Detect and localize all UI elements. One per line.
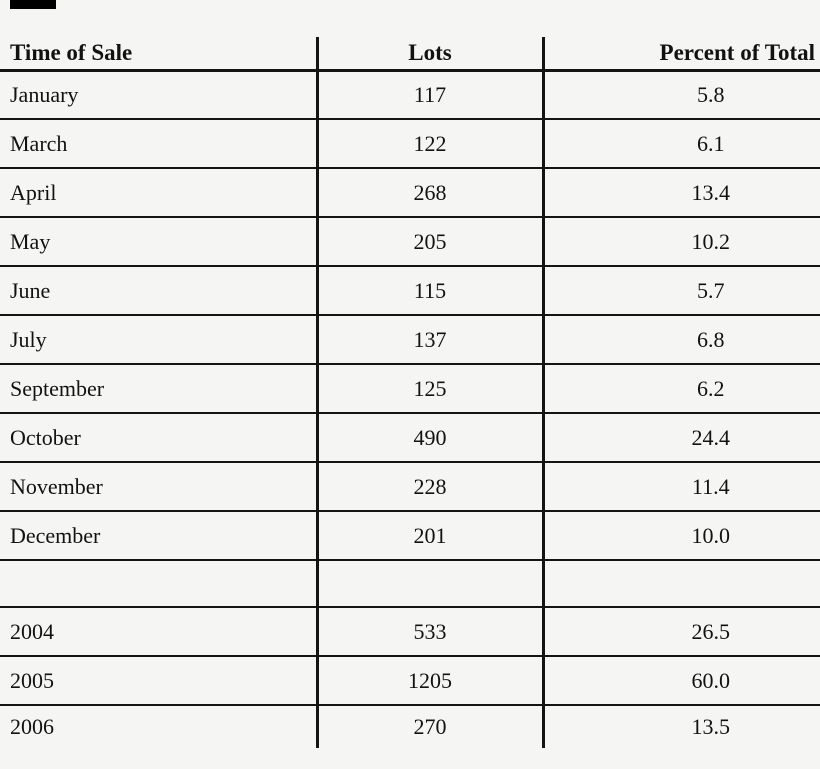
cell-lots: 228 xyxy=(315,462,543,512)
header-lots: Lots xyxy=(315,37,543,72)
cell-time-of-sale: September xyxy=(0,364,317,414)
header-percent-of-total: Percent of Total xyxy=(541,37,820,72)
table-row-divider xyxy=(0,560,820,608)
cell-time-of-sale: October xyxy=(0,413,317,463)
cell-percent-of-total: 11.4 xyxy=(541,462,820,512)
table-row: October 490 24.4 xyxy=(0,413,820,463)
cell-time-of-sale: 2005 xyxy=(0,656,317,706)
cell-lots: 125 xyxy=(315,364,543,414)
cell-percent-of-total xyxy=(541,560,820,608)
table-row: November 228 11.4 xyxy=(0,462,820,512)
table-row: March 122 6.1 xyxy=(0,119,820,169)
table-row: April 268 13.4 xyxy=(0,168,820,218)
cell-percent-of-total: 26.5 xyxy=(541,607,820,657)
cell-percent-of-total: 10.0 xyxy=(541,511,820,561)
cell-lots: 205 xyxy=(315,217,543,267)
table-header: Time of Sale Lots Percent of Total xyxy=(0,37,820,72)
cell-percent-of-total: 13.5 xyxy=(541,705,820,748)
cell-time-of-sale: 2006 xyxy=(10,714,54,739)
cell-lots: 122 xyxy=(315,119,543,169)
cell-lots: 201 xyxy=(315,511,543,561)
cell-time-of-sale: 2004 xyxy=(0,607,317,657)
cell-time-of-sale: May xyxy=(0,217,317,267)
header-row: Time of Sale Lots Percent of Total xyxy=(0,37,820,72)
cell-percent-of-total: 60.0 xyxy=(541,656,820,706)
cell-lots: 117 xyxy=(315,70,543,120)
table-row: 2005 1205 60.0 xyxy=(0,656,820,706)
cell-lots xyxy=(315,560,543,608)
cell-percent-of-total: 6.1 xyxy=(541,119,820,169)
cell-time-of-sale: April xyxy=(0,168,317,218)
cell-lots: 490 xyxy=(315,413,543,463)
cell-time-of-sale: December xyxy=(0,511,317,561)
cell-percent-of-total: 13.4 xyxy=(541,168,820,218)
sales-table: Time of Sale Lots Percent of Total Janua… xyxy=(0,37,820,748)
cell-lots: 115 xyxy=(315,266,543,316)
cell-percent-of-total: 5.8 xyxy=(541,70,820,120)
table-row: July 137 6.8 xyxy=(0,315,820,365)
cell-time-of-sale: January xyxy=(0,70,317,120)
redaction-mark xyxy=(10,0,56,9)
cell-time-of-sale: March xyxy=(0,119,317,169)
table-row: June 115 5.7 xyxy=(0,266,820,316)
cell-percent-of-total: 24.4 xyxy=(541,413,820,463)
table-body: January 117 5.8 March 122 6.1 April 268 13.4 May 2… xyxy=(0,70,820,748)
cell-percent-of-total: 6.8 xyxy=(541,315,820,365)
cell-lots: 533 xyxy=(315,607,543,657)
cell-time-of-sale: November xyxy=(0,462,317,512)
table-row: January 117 5.8 xyxy=(0,70,820,120)
cell-percent-of-total: 10.2 xyxy=(541,217,820,267)
table-row: 2004 533 26.5 xyxy=(0,607,820,657)
cell-lots: 270 xyxy=(315,705,543,748)
cell-time-of-sale: June xyxy=(0,266,317,316)
table-row: 2006 270 13.5 xyxy=(0,705,820,748)
table-row: December 201 10.0 xyxy=(0,511,820,561)
table-row: September 125 6.2 xyxy=(0,364,820,414)
cell-time-of-sale xyxy=(0,560,317,608)
cell-lots: 268 xyxy=(315,168,543,218)
header-time-of-sale: Time of Sale xyxy=(0,37,317,72)
table-row: May 205 10.2 xyxy=(0,217,820,267)
cell-percent-of-total: 5.7 xyxy=(541,266,820,316)
cell-lots: 1205 xyxy=(315,656,543,706)
cell-percent-of-total: 6.2 xyxy=(541,364,820,414)
cell-time-of-sale: July xyxy=(0,315,317,365)
cell-lots: 137 xyxy=(315,315,543,365)
